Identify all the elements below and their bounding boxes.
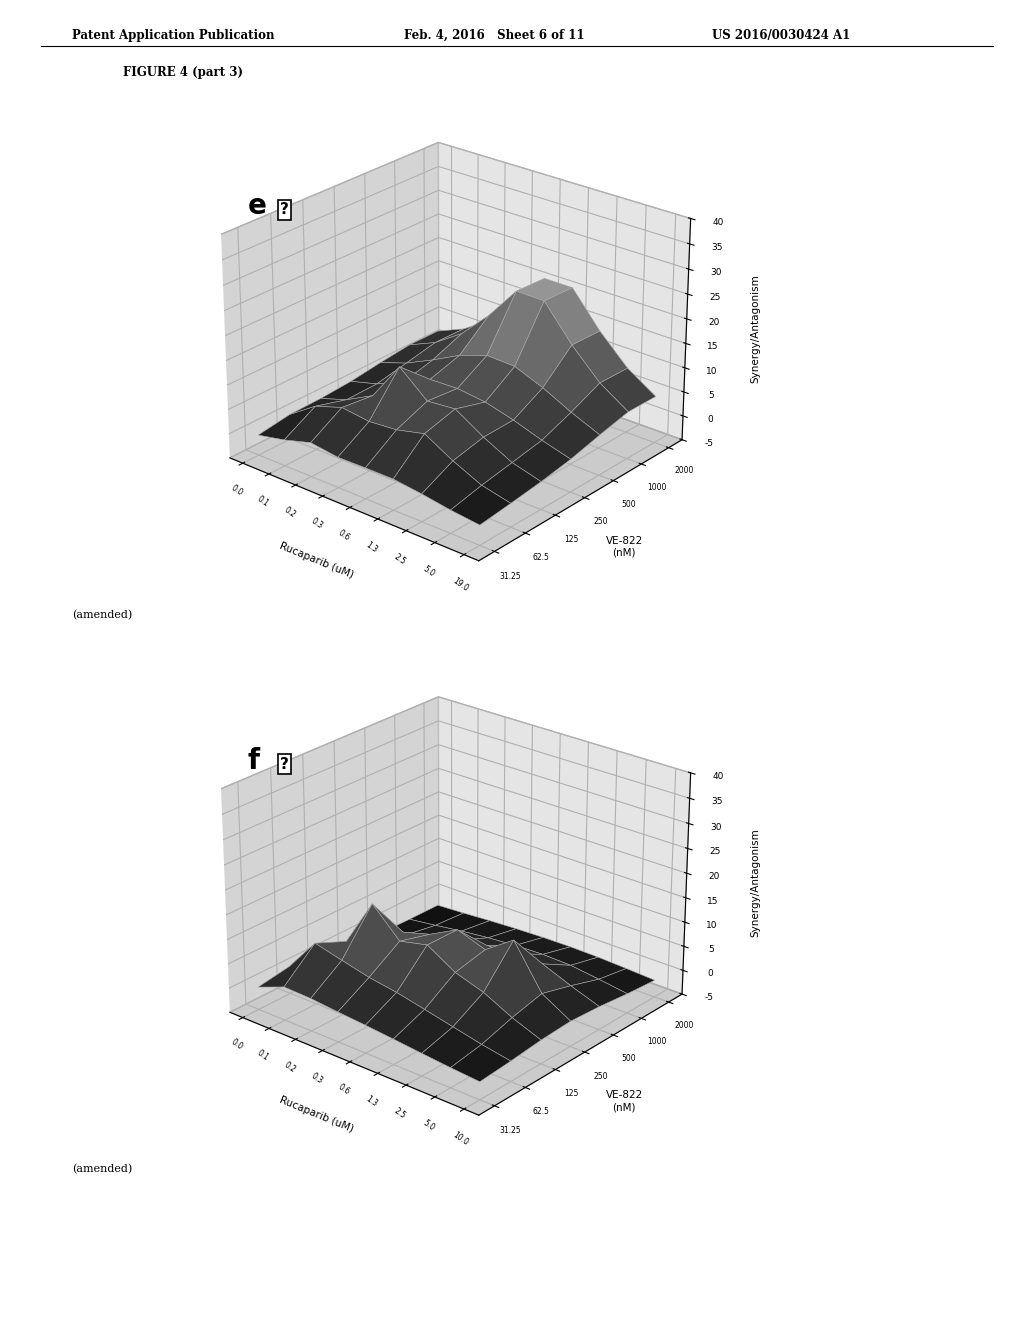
Text: (amended): (amended) <box>72 610 132 620</box>
Text: ?: ? <box>281 202 289 218</box>
Text: ?: ? <box>281 756 289 772</box>
Text: Patent Application Publication: Patent Application Publication <box>72 29 274 42</box>
X-axis label: Rucaparib (uM): Rucaparib (uM) <box>278 1094 354 1134</box>
Text: Feb. 4, 2016   Sheet 6 of 11: Feb. 4, 2016 Sheet 6 of 11 <box>404 29 585 42</box>
Text: f: f <box>247 747 259 775</box>
Text: US 2016/0030424 A1: US 2016/0030424 A1 <box>712 29 850 42</box>
Y-axis label: VE-822
(nM): VE-822 (nM) <box>605 536 643 557</box>
X-axis label: Rucaparib (uM): Rucaparib (uM) <box>278 540 354 579</box>
Text: FIGURE 4 (part 3): FIGURE 4 (part 3) <box>123 66 243 79</box>
Text: e: e <box>247 193 266 220</box>
Text: (amended): (amended) <box>72 1164 132 1175</box>
Y-axis label: VE-822
(nM): VE-822 (nM) <box>605 1090 643 1111</box>
